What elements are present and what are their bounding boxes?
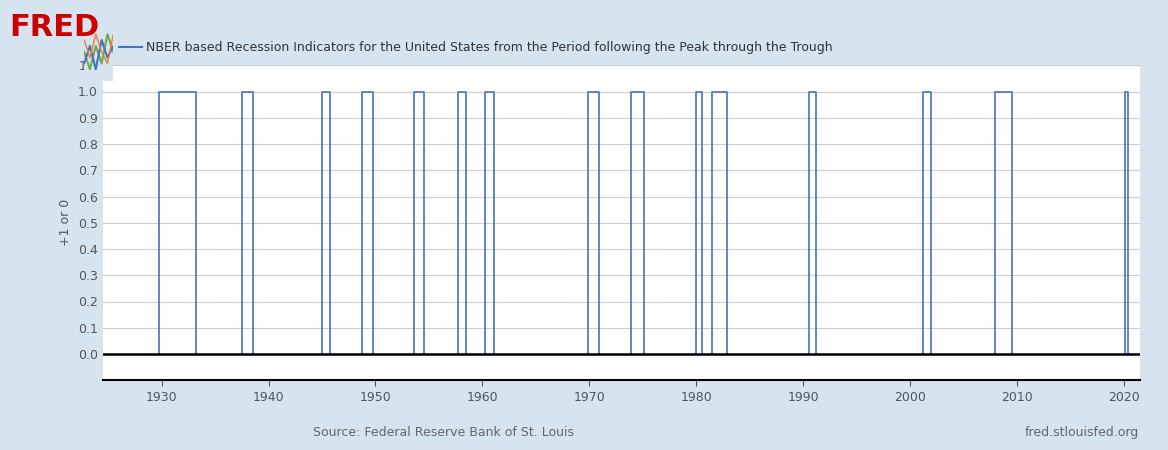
Text: NBER based Recession Indicators for the United States from the Period following : NBER based Recession Indicators for the … <box>146 41 833 54</box>
Text: FRED: FRED <box>9 14 99 42</box>
Text: Source: Federal Reserve Bank of St. Louis: Source: Federal Reserve Bank of St. Loui… <box>313 426 575 439</box>
Text: fred.stlouisfed.org: fred.stlouisfed.org <box>1024 426 1139 439</box>
Y-axis label: +1 or 0: +1 or 0 <box>60 199 72 247</box>
